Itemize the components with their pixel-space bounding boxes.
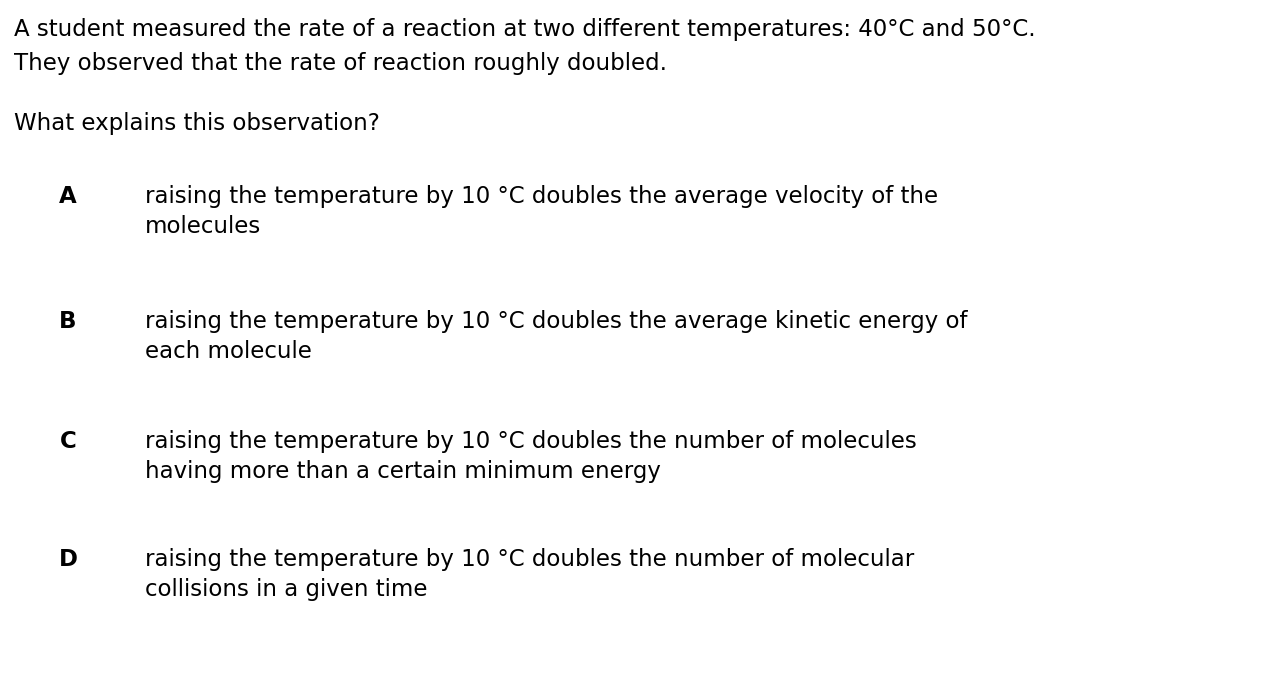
Text: raising the temperature by 10 °C doubles the average kinetic energy of: raising the temperature by 10 °C doubles… — [145, 310, 967, 333]
Text: C: C — [60, 430, 76, 453]
Text: collisions in a given time: collisions in a given time — [145, 578, 428, 601]
Text: having more than a certain minimum energy: having more than a certain minimum energ… — [145, 460, 661, 483]
Text: A student measured the rate of a reaction at two different temperatures: 40°C an: A student measured the rate of a reactio… — [14, 18, 1036, 41]
Text: raising the temperature by 10 °C doubles the average velocity of the: raising the temperature by 10 °C doubles… — [145, 185, 938, 208]
Text: raising the temperature by 10 °C doubles the number of molecules: raising the temperature by 10 °C doubles… — [145, 430, 917, 453]
Text: D: D — [59, 548, 78, 571]
Text: raising the temperature by 10 °C doubles the number of molecular: raising the temperature by 10 °C doubles… — [145, 548, 914, 571]
Text: B: B — [60, 310, 76, 333]
Text: each molecule: each molecule — [145, 340, 312, 363]
Text: They observed that the rate of reaction roughly doubled.: They observed that the rate of reaction … — [14, 52, 667, 75]
Text: What explains this observation?: What explains this observation? — [14, 112, 379, 135]
Text: molecules: molecules — [145, 215, 261, 238]
Text: A: A — [59, 185, 76, 208]
